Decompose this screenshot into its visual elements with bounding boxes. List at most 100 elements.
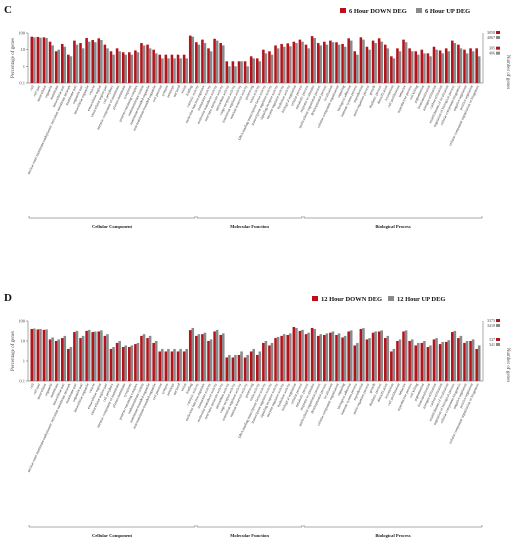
bar-down-73: [475, 348, 478, 381]
category-label-64: pigmentation: [413, 85, 425, 104]
category-label-49: localization: [323, 85, 334, 102]
bar-down-25: [182, 54, 186, 83]
bar-down-1: [36, 329, 40, 381]
bar-down-14: [115, 342, 119, 381]
bar-down-42: [286, 43, 290, 83]
bar-up-65: [429, 345, 432, 381]
category-label-54: reproduction: [353, 85, 364, 104]
bar-up-19: [148, 48, 152, 83]
bar-down-2: [42, 329, 46, 381]
bar-down-18: [140, 43, 143, 83]
bar-up-5: [63, 335, 67, 381]
bar-up-54: [362, 39, 365, 83]
bar-up-53: [356, 54, 359, 83]
y-tick-label: 1: [23, 359, 25, 364]
bar-up-52: [349, 40, 353, 83]
bar-down-58: [383, 338, 387, 381]
bar-up-56: [374, 331, 377, 381]
bar-down-55: [365, 339, 369, 381]
bar-up-70: [459, 48, 463, 83]
bar-up-63: [417, 54, 420, 83]
bar-down-43: [292, 41, 296, 83]
bar-up-41: [282, 334, 286, 381]
bar-up-4: [57, 339, 60, 381]
bar-up-33: [234, 354, 237, 381]
bar-up-53: [356, 342, 359, 381]
right-tick-label: 4067: [487, 35, 495, 40]
bar-down-65: [426, 53, 430, 83]
bar-down-11: [97, 331, 101, 381]
bar-down-66: [432, 46, 436, 83]
bar-down-10: [91, 332, 94, 381]
bar-down-53: [353, 345, 357, 381]
category-label-23: envelope: [166, 382, 175, 396]
bar-down-34: [237, 61, 241, 83]
bar-up-2: [45, 329, 48, 381]
bar-down-38: [262, 49, 265, 83]
category-label-51: signaling: [337, 85, 346, 99]
bar-down-5: [60, 338, 64, 381]
right-tick-label: 3418: [487, 323, 495, 328]
bar-down-8: [79, 338, 82, 381]
bar-down-51: [341, 43, 344, 83]
category-label-4: membrane: [49, 382, 59, 398]
bar-up-17: [136, 52, 140, 83]
bar-up-65: [429, 56, 432, 83]
bar-up-39: [270, 342, 274, 381]
bar-down-48: [323, 41, 326, 83]
bar-down-33: [231, 357, 235, 381]
bar-down-67: [438, 344, 442, 381]
bar-up-47: [319, 334, 323, 381]
bar-up-61: [404, 42, 408, 83]
category-label-21: cell junction: [152, 383, 163, 401]
bar-down-68: [444, 341, 448, 381]
legend-swatch-down: [312, 296, 318, 301]
bar-up-58: [386, 48, 390, 83]
y-tick-label: 0.1: [19, 379, 25, 384]
bar-up-66: [435, 338, 438, 381]
right-tick-label: 337: [489, 337, 495, 342]
bar-up-46: [313, 38, 316, 83]
bar-down-32: [225, 357, 229, 381]
y-tick-label: 10: [21, 339, 26, 344]
bar-up-7: [75, 330, 79, 381]
bar-down-52: [347, 331, 350, 381]
bar-down-29: [207, 341, 210, 381]
bar-up-31: [221, 333, 225, 381]
bar-up-20: [154, 53, 158, 83]
y-axis-title: Percentage of genes: [11, 38, 16, 78]
bar-down-50: [335, 334, 338, 381]
category-label-0: cell: [29, 85, 35, 91]
bar-down-8: [79, 43, 82, 83]
category-label-1: cell part: [32, 383, 41, 395]
group-label: Molecular Function: [230, 224, 269, 229]
bar-down-24: [176, 54, 180, 83]
bar-down-30: [213, 38, 216, 83]
bar-up-32: [228, 66, 231, 83]
category-label-22: synapse: [161, 84, 170, 96]
bar-up-51: [343, 335, 347, 381]
right-tick-swatch: [496, 51, 500, 55]
bar-down-18: [140, 335, 143, 381]
bar-down-35: [243, 357, 247, 381]
bar-down-56: [371, 40, 375, 83]
bar-up-34: [240, 61, 243, 83]
bar-down-15: [121, 52, 125, 83]
bar-down-0: [30, 36, 34, 83]
bar-up-27: [197, 334, 201, 381]
bar-down-63: [414, 51, 418, 83]
bar-down-27: [195, 335, 198, 381]
bar-up-18: [142, 334, 146, 381]
category-label-56: growth: [368, 383, 376, 394]
bar-up-0: [33, 328, 36, 381]
bar-down-9: [85, 38, 88, 83]
bar-up-72: [471, 51, 475, 83]
bar-down-69: [451, 40, 454, 83]
bar-up-51: [343, 46, 347, 83]
bar-up-21: [161, 348, 164, 381]
bar-up-2: [45, 38, 48, 83]
bar-up-32: [228, 354, 231, 381]
bar-up-71: [465, 341, 469, 381]
category-label-59: locomotion: [384, 85, 395, 102]
bar-up-64: [423, 53, 426, 83]
